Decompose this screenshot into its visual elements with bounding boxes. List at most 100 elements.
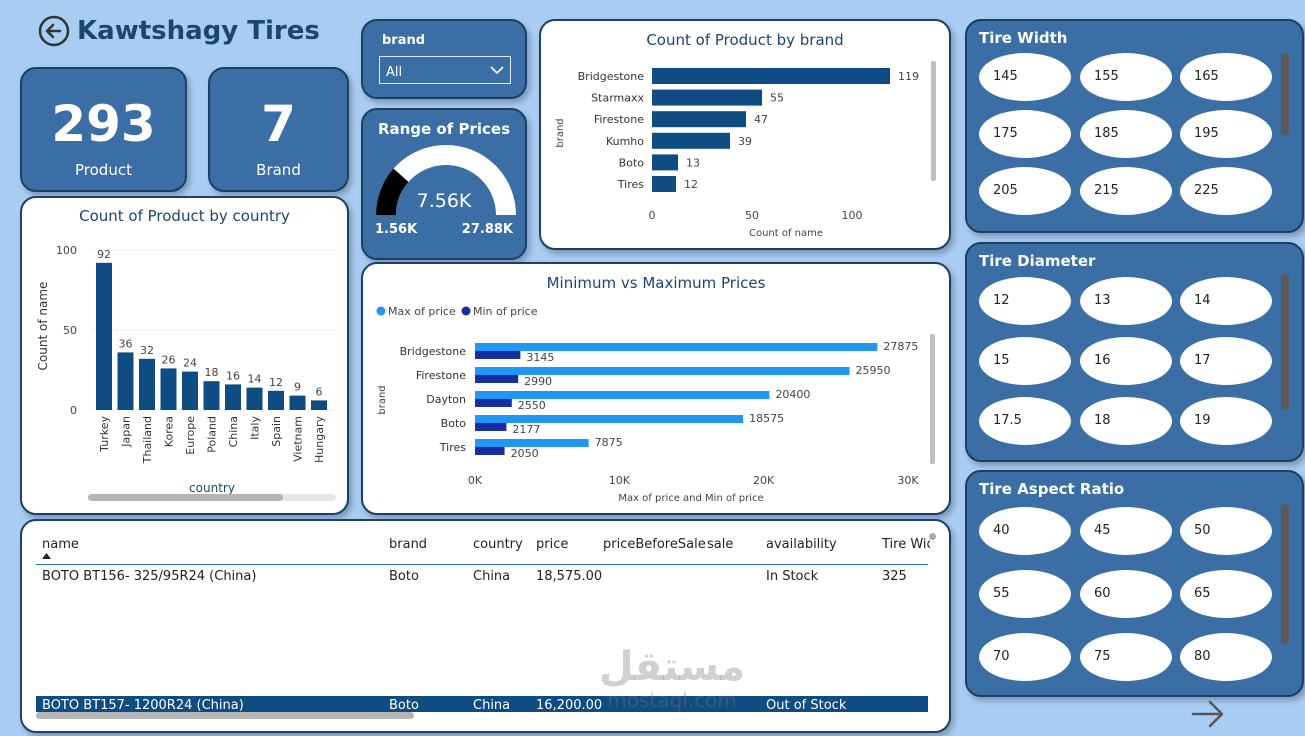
brand-x-tick: 100 xyxy=(842,209,863,222)
country-x-axis-label: country xyxy=(189,481,235,495)
country-category-label: Europe xyxy=(184,416,197,455)
tire-diameter-scrollbar[interactable] xyxy=(1281,274,1289,410)
country-bar-value: 26 xyxy=(162,353,176,366)
tire-diameter-option[interactable]: 13 xyxy=(1080,277,1172,325)
price-category-label: Bridgestone xyxy=(400,345,467,358)
brand-bar-value: 12 xyxy=(684,178,698,191)
tire-aspect-option[interactable]: 55 xyxy=(979,570,1071,618)
country-bar xyxy=(311,400,327,410)
country-bar-value: 36 xyxy=(119,337,133,350)
max-price-bar xyxy=(475,343,878,351)
table-row-selected[interactable]: BOTO BT157- 1200R24 (China) Boto China 1… xyxy=(36,696,928,712)
country-chart-scroll-thumb[interactable] xyxy=(88,494,283,501)
brand-x-tick: 50 xyxy=(745,209,759,222)
brand-bar-value: 47 xyxy=(754,113,768,126)
country-category-label: Thailand xyxy=(141,416,154,464)
country-bar-value: 9 xyxy=(294,381,301,394)
country-bar-value: 14 xyxy=(248,373,262,386)
cell-brand: Boto xyxy=(389,698,419,712)
legend-max-label: Max of price xyxy=(388,305,456,318)
country-category-label: Italy xyxy=(249,416,262,440)
watermark: مستقل mostaql.com xyxy=(582,645,762,711)
max-price-bar xyxy=(475,415,744,423)
min-price-bar xyxy=(475,375,519,383)
tire-width-option[interactable]: 185 xyxy=(1080,110,1172,158)
tire-diameter-option[interactable]: 12 xyxy=(979,277,1071,325)
country-bar xyxy=(160,368,177,410)
country-category-label: China xyxy=(227,416,240,447)
tire-width-option[interactable]: 215 xyxy=(1080,167,1172,215)
back-button[interactable] xyxy=(38,15,70,47)
country-count-chart: 0 50 100 92 Turkey 36 Japan 32 Thailand 26 Korea 24… xyxy=(36,244,334,495)
col-header-tire-width[interactable]: Tire Wic xyxy=(882,537,930,552)
tire-width-option[interactable]: 205 xyxy=(979,167,1071,215)
price-category-label: Boto xyxy=(441,417,467,430)
country-category-label: Turkey xyxy=(98,416,111,453)
tire-diameter-option[interactable]: 16 xyxy=(1080,337,1172,385)
max-price-value: 20400 xyxy=(775,388,810,401)
tire-diameter-option[interactable]: 18 xyxy=(1080,397,1172,445)
kpi-brand-card: 7 Brand xyxy=(208,67,349,192)
tire-diameter-option[interactable]: 17 xyxy=(1180,337,1272,385)
kpi-brand-label: Brand xyxy=(256,161,301,179)
tire-width-option[interactable]: 155 xyxy=(1080,53,1172,101)
tire-width-scrollbar[interactable] xyxy=(1281,53,1289,135)
brand-category-label: Bridgestone xyxy=(578,70,645,83)
tire-diameter-option[interactable]: 15 xyxy=(979,337,1071,385)
legend-max-marker xyxy=(376,306,386,316)
next-page-button[interactable] xyxy=(1190,698,1226,730)
tire-width-option[interactable]: 175 xyxy=(979,110,1071,158)
tire-aspect-option[interactable]: 80 xyxy=(1180,633,1272,681)
tire-aspect-option[interactable]: 75 xyxy=(1080,633,1172,681)
tire-aspect-option[interactable]: 45 xyxy=(1080,507,1172,555)
brand-x-tick: 0 xyxy=(649,209,656,222)
tire-diameter-option[interactable]: 19 xyxy=(1180,397,1272,445)
table-row[interactable]: BOTO BT156- 325/95R24 (China) Boto China… xyxy=(22,565,928,589)
price-y-axis-label: brand xyxy=(377,385,388,414)
col-header-country[interactable]: country xyxy=(473,537,523,552)
tire-diameter-title: Tire Diameter xyxy=(979,252,1096,270)
col-header-name[interactable]: name xyxy=(42,537,79,552)
tire-aspect-option[interactable]: 65 xyxy=(1180,570,1272,618)
tire-width-option[interactable]: 225 xyxy=(1180,167,1272,215)
col-header-brand[interactable]: brand xyxy=(389,537,428,552)
tire-aspect-option[interactable]: 40 xyxy=(979,507,1071,555)
brand-y-axis-label: brand xyxy=(555,118,566,147)
brand-slicer-title: brand xyxy=(382,33,426,48)
brand-dropdown-value: All xyxy=(386,65,403,80)
col-header-price-before-sale[interactable]: priceBeforeSale xyxy=(603,537,706,552)
table-hscrollbar[interactable] xyxy=(36,712,414,719)
tire-width-option[interactable]: 165 xyxy=(1180,53,1272,101)
price-chart-scrollbar xyxy=(930,334,935,464)
country-category-label: Korea xyxy=(163,416,176,447)
tire-diameter-option[interactable]: 14 xyxy=(1180,277,1272,325)
price-x-tick: 20K xyxy=(753,474,775,487)
country-bar-value: 32 xyxy=(140,344,154,357)
col-header-sale[interactable]: sale xyxy=(707,537,734,552)
price-gauge xyxy=(376,145,516,216)
tire-width-option[interactable]: 195 xyxy=(1180,110,1272,158)
country-chart-scrollbar[interactable] xyxy=(88,494,336,501)
brand-dropdown[interactable]: All xyxy=(379,56,511,84)
tire-aspect-slicer: Tire Aspect Ratio 40 45 50 55 60 65 70 75 80 xyxy=(965,470,1304,697)
tire-aspect-option[interactable]: 50 xyxy=(1180,507,1272,555)
price-category-label: Tires xyxy=(439,441,466,454)
min-price-value: 3145 xyxy=(526,351,554,364)
tire-aspect-option[interactable]: 70 xyxy=(979,633,1071,681)
tire-width-option[interactable]: 145 xyxy=(979,53,1071,101)
min-price-value: 2990 xyxy=(524,375,552,388)
country-bar xyxy=(268,390,284,410)
col-header-price[interactable]: price xyxy=(536,537,569,552)
tire-diameter-option[interactable]: 17.5 xyxy=(979,397,1071,445)
next-arrow-icon xyxy=(1191,700,1224,728)
tire-aspect-scrollbar[interactable] xyxy=(1281,504,1289,644)
cell-availability: Out of Stock xyxy=(766,698,847,712)
brand-bar xyxy=(652,89,762,106)
tire-aspect-option[interactable]: 60 xyxy=(1080,570,1172,618)
max-price-bar xyxy=(475,439,589,447)
col-header-availability[interactable]: availability xyxy=(766,537,837,552)
brand-bar-value: 119 xyxy=(898,70,919,83)
country-chart-title: Count of Product by country xyxy=(79,207,290,225)
watermark-arabic: مستقل xyxy=(598,644,746,690)
price-gauge-fill xyxy=(376,168,409,216)
